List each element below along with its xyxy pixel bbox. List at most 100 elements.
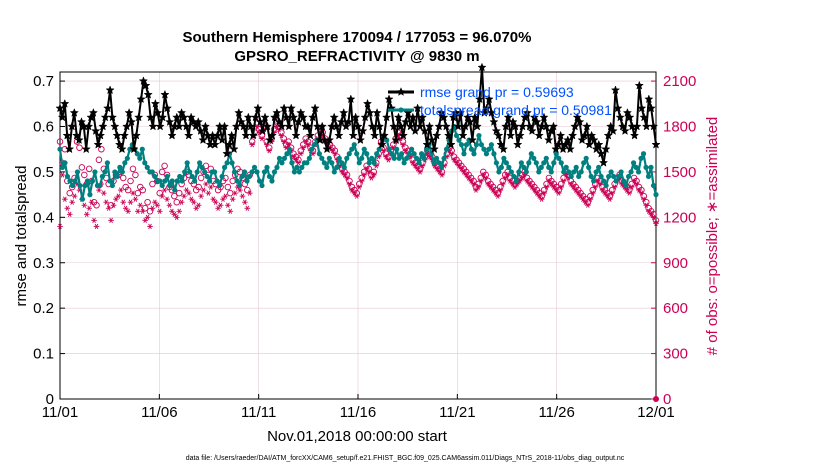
rmse-point — [346, 94, 356, 104]
spread-point — [369, 155, 375, 161]
spread-point — [433, 155, 440, 161]
obs-assimilated-stroke — [625, 187, 629, 193]
obs-assimilated-point — [244, 205, 251, 211]
obs-assimilated-point — [62, 196, 68, 202]
rmse-point — [532, 117, 542, 126]
rmse-point — [358, 126, 368, 135]
obs-assimilated-point — [127, 199, 134, 205]
obs-assimilated-stroke — [301, 145, 306, 151]
spread-point — [411, 151, 417, 157]
y2-tick-label: 1800 — [663, 119, 696, 136]
obs-assimilated-point — [509, 181, 516, 187]
obs-possible-point — [132, 171, 139, 179]
spread-point — [286, 146, 293, 152]
obs-assimilated-point — [636, 187, 642, 193]
obs-assimilated-point — [346, 181, 353, 187]
spread-point — [414, 155, 420, 161]
obs-assimilated-point — [193, 205, 200, 211]
rmse-point — [362, 98, 373, 108]
rmse-point — [484, 94, 494, 104]
spread-point — [77, 182, 83, 189]
obs-assimilated-stroke — [474, 187, 478, 193]
rmse-point — [293, 117, 304, 126]
spread-point — [596, 164, 602, 170]
rmse-point — [625, 112, 635, 122]
rmse-point — [448, 112, 459, 122]
obs-assimilated-point — [453, 160, 460, 166]
spread-point — [458, 142, 465, 148]
y-tick-label: 0 — [46, 391, 54, 408]
obs-assimilated-point — [465, 175, 472, 181]
rmse-point — [646, 103, 656, 113]
obs-assimilated-point — [349, 187, 355, 193]
rmse-point — [393, 112, 404, 122]
obs-assimilated-point — [534, 190, 540, 196]
obs-assimilated-point — [181, 193, 187, 199]
rmse-point — [379, 130, 389, 140]
obs-assimilated-point — [409, 160, 416, 166]
rmse-point — [615, 112, 625, 122]
y-tick-label: 0.3 — [33, 255, 54, 272]
rmse-point — [372, 108, 382, 117]
spread-point — [548, 169, 554, 175]
obs-assimilated-point — [575, 190, 581, 196]
chart-title: Southern Hemisphere 170094 / 177053 = 96… — [183, 29, 532, 46]
obs-assimilated-stroke — [367, 169, 371, 175]
spread-point — [224, 160, 230, 166]
obs-assimilated-stroke — [505, 172, 510, 178]
y-axis-label-right: # of obs: o=possible; ∗=assimilated — [704, 117, 721, 356]
y2-tick-label: 300 — [663, 346, 688, 363]
obs-assimilated-point — [120, 199, 127, 205]
spread-point — [593, 169, 599, 175]
obs-assimilated-stroke — [593, 184, 597, 190]
obs-assimilated-stroke — [603, 190, 607, 196]
rmse-point — [246, 121, 256, 131]
obs-assimilated-stroke — [466, 175, 471, 181]
rmse-point — [86, 112, 96, 122]
obs-assimilated-stroke — [459, 166, 464, 172]
spread-point — [404, 155, 410, 161]
spread-point — [618, 169, 624, 175]
obs-assimilated-point — [492, 190, 499, 196]
obs-assimilated-point — [188, 196, 195, 202]
obs-assimilated-stroke — [204, 181, 208, 187]
rmse-point — [267, 130, 277, 140]
obs-assimilated-stroke — [199, 193, 203, 199]
obs-assimilated-point — [100, 190, 107, 196]
obs-possible-point — [127, 177, 134, 185]
obs-assimilated-stroke — [425, 151, 430, 157]
obs-assimilated-point — [217, 202, 224, 208]
obs-assimilated-stroke — [486, 181, 490, 187]
obs-assimilated-stroke — [590, 190, 595, 196]
obs-assimilated-stroke — [70, 199, 74, 205]
obs-assimilated-stroke — [369, 175, 374, 181]
spread-point — [635, 169, 642, 175]
spread-point — [149, 169, 155, 175]
rmse-point — [606, 121, 616, 131]
spread-point — [511, 173, 517, 180]
obs-assimilated-point — [436, 169, 443, 175]
rmse-point — [482, 103, 492, 113]
spread-point — [481, 146, 487, 152]
rmse-point — [305, 130, 315, 140]
rmse-point — [298, 112, 308, 122]
rmse-point — [586, 130, 597, 140]
spread-point — [182, 169, 188, 175]
spread-point — [294, 164, 300, 170]
obs-assimilated-point — [113, 196, 119, 202]
rmse-point — [103, 103, 113, 113]
obs-assimilated-point — [611, 184, 618, 190]
obs-end-point — [653, 396, 659, 402]
rmse-point — [334, 130, 344, 140]
spread-point — [541, 160, 547, 166]
spread-point — [187, 169, 193, 175]
obs-possible-point — [171, 192, 178, 200]
rmse-point — [472, 121, 482, 131]
rmse-point — [489, 117, 499, 126]
spread-point — [271, 169, 278, 175]
obs-assimilated-point — [643, 202, 650, 208]
spread-point — [251, 164, 258, 170]
obs-assimilated-point — [59, 172, 66, 178]
obs-assimilated-point — [487, 184, 494, 190]
obs-assimilated-point — [205, 190, 212, 196]
